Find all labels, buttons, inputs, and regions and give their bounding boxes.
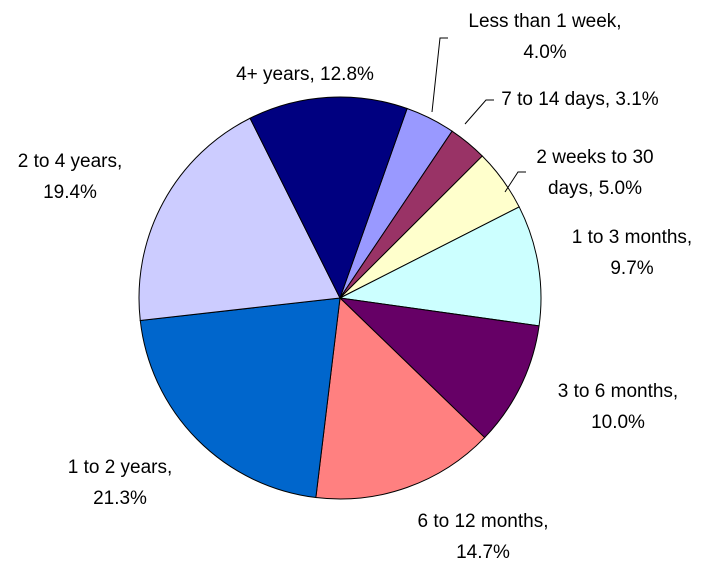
- pie-slice: [338, 297, 540, 439]
- pie-slice: [315, 296, 486, 500]
- slice-label: 21.3%: [93, 488, 147, 509]
- slice-label: 3 to 6 months,: [558, 381, 678, 402]
- pie-slice: [338, 206, 542, 327]
- pie-slice: [138, 117, 341, 322]
- pie-slice: [139, 297, 341, 499]
- slice-label: 4+ years, 12.8%: [236, 64, 374, 85]
- slice-label: 6 to 12 months,: [418, 511, 549, 532]
- leader-line: [464, 99, 494, 125]
- slice-label: Less than 1 week,: [468, 11, 621, 32]
- slice-label: 19.4%: [43, 182, 97, 203]
- slice-label: 9.7%: [610, 258, 653, 279]
- slice-label: 1 to 3 months,: [572, 227, 692, 248]
- slice-label: 2 to 4 years,: [18, 151, 123, 172]
- slice-label: 1 to 2 years,: [68, 457, 173, 478]
- slice-label: 4.0%: [523, 42, 566, 63]
- pie-slice: [249, 96, 408, 300]
- slice-label: 2 weeks to 30: [536, 147, 653, 168]
- leader-line: [431, 37, 448, 113]
- slice-label: days, 5.0%: [548, 178, 642, 199]
- slice-label: 7 to 14 days, 3.1%: [501, 89, 658, 110]
- slice-label: 14.7%: [456, 542, 510, 563]
- slice-label: 10.0%: [591, 412, 645, 433]
- leader-line: [504, 171, 526, 193]
